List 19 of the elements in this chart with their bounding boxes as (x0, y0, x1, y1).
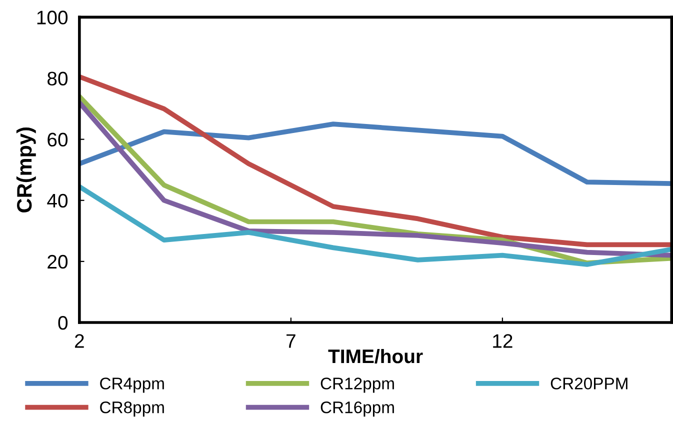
y-axis-title: CR(mpy) (16, 127, 36, 212)
x-tick-label: 12 (493, 334, 512, 348)
x-tick-label: 7 (286, 334, 296, 348)
line-series (79, 122, 672, 186)
legend-label: CR20PPM (550, 378, 628, 390)
y-tick-label: 20 (48, 254, 68, 269)
line-series (79, 184, 672, 267)
x-axis-title: TIME/hour (328, 348, 423, 364)
y-tick-label: 100 (37, 10, 68, 24)
y-tick-label: 60 (48, 132, 68, 147)
y-tick-label: 40 (47, 194, 68, 208)
legend-label: CR8ppm (100, 402, 164, 417)
y-tick-label: 0 (58, 316, 68, 330)
x-tick-label: 2 (74, 334, 84, 348)
y-tick-label: 80 (48, 72, 68, 86)
legend-label: CR16ppm (320, 402, 394, 417)
legend-label: CR4ppm (100, 378, 164, 393)
legend-label: CR12ppm (320, 378, 394, 393)
line-series (79, 74, 672, 248)
